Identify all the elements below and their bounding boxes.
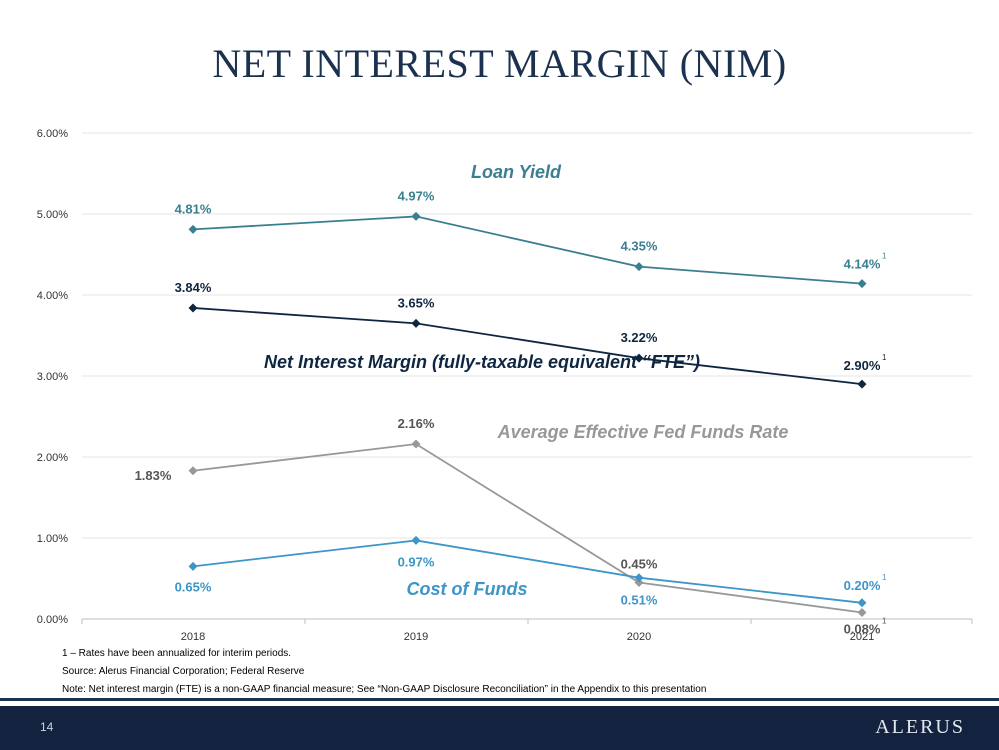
- footnote-marker: 1: [882, 252, 887, 261]
- nim-series-name: Net Interest Margin (fully-taxable equiv…: [264, 352, 700, 372]
- fed-funds-series-name: Average Effective Fed Funds Rate: [497, 422, 789, 442]
- y-tick-label: 2.00%: [37, 452, 68, 464]
- loan-yield-line: [192, 215, 863, 285]
- nim-data-label: 3.22%: [621, 330, 658, 345]
- loan-yield-marker: [411, 211, 421, 221]
- fed-funds-marker: [188, 466, 198, 476]
- line-chart: 0.00% 1.00% 2.00% 3.00% 4.00% 5.00% 6.00% 2018 2…: [37, 128, 973, 643]
- cost-of-funds-data-label: 0.97%: [398, 554, 435, 569]
- fed-funds-line: [192, 443, 863, 614]
- y-tick-label: 6.00%: [37, 128, 68, 140]
- y-tick-label: 4.00%: [37, 290, 68, 302]
- nim-marker: [634, 353, 644, 363]
- loan-yield-marker: [634, 262, 644, 272]
- x-tick-label: 2021: [850, 631, 874, 643]
- footer-bar: 14 ALERUS: [0, 706, 999, 750]
- cost-of-funds-marker: [411, 535, 421, 545]
- fed-funds-data-label: 2.16%: [398, 416, 435, 431]
- cost-of-funds-line: [192, 539, 863, 604]
- loan-yield-data-label: 4.81%: [175, 201, 212, 216]
- cost-of-funds-data-label: 0.20%: [844, 578, 881, 593]
- cost-of-funds-data-label: 0.65%: [175, 579, 212, 594]
- x-tick-label: 2018: [181, 631, 205, 643]
- fed-funds-data-label: 0.45%: [621, 557, 658, 572]
- fed-funds-marker: [411, 439, 421, 449]
- page-number: 14: [40, 720, 54, 734]
- nim-marker: [188, 303, 198, 313]
- loan-yield-data-label: 4.97%: [398, 188, 435, 203]
- footnote-marker: 1: [882, 353, 887, 362]
- fed-funds-data-label: 1.83%: [135, 468, 172, 483]
- fed-funds-marker: [857, 608, 867, 618]
- footnote-source: Source: Alerus Financial Corporation; Fe…: [62, 666, 305, 677]
- x-tick-label: 2020: [627, 631, 651, 643]
- nim-data-label: 3.84%: [175, 280, 212, 295]
- alerus-logo: ALERUS: [875, 716, 965, 738]
- cost-of-funds-marker: [188, 561, 198, 571]
- loan-yield-series-name: Loan Yield: [471, 162, 562, 182]
- y-tick-label: 1.00%: [37, 533, 68, 545]
- footer-rule: [0, 698, 999, 701]
- loan-yield-marker: [188, 224, 198, 234]
- y-tick-label: 3.00%: [37, 371, 68, 383]
- fed-funds-data-label: 0.08%: [844, 622, 881, 637]
- footnote-non-gaap: Note: Net interest margin (FTE) is a non…: [62, 684, 707, 695]
- x-tick-label: 2019: [404, 631, 428, 643]
- nim-marker: [857, 379, 867, 389]
- fed-funds-marker: [634, 578, 644, 588]
- cost-of-funds-marker: [857, 598, 867, 608]
- y-tick-label: 5.00%: [37, 209, 68, 221]
- nim-data-label: 3.65%: [398, 295, 435, 310]
- footnote-annualized: 1 – Rates have been annualized for inter…: [62, 648, 292, 659]
- slide-title: NET INTEREST MARGIN (NIM): [212, 41, 787, 86]
- nim-line: [192, 307, 863, 385]
- cost-of-funds-series-name: Cost of Funds: [407, 579, 528, 599]
- nim-marker: [411, 318, 421, 328]
- footnote-marker: 1: [882, 573, 887, 582]
- loan-yield-marker: [857, 279, 867, 289]
- cost-of-funds-marker: [634, 573, 644, 583]
- loan-yield-data-label: 4.14%: [844, 257, 881, 272]
- y-tick-label: 0.00%: [37, 614, 68, 626]
- cost-of-funds-data-label: 0.51%: [621, 593, 658, 608]
- loan-yield-data-label: 4.35%: [621, 239, 658, 254]
- nim-data-label: 2.90%: [844, 358, 881, 373]
- footnote-marker: 1: [882, 617, 887, 626]
